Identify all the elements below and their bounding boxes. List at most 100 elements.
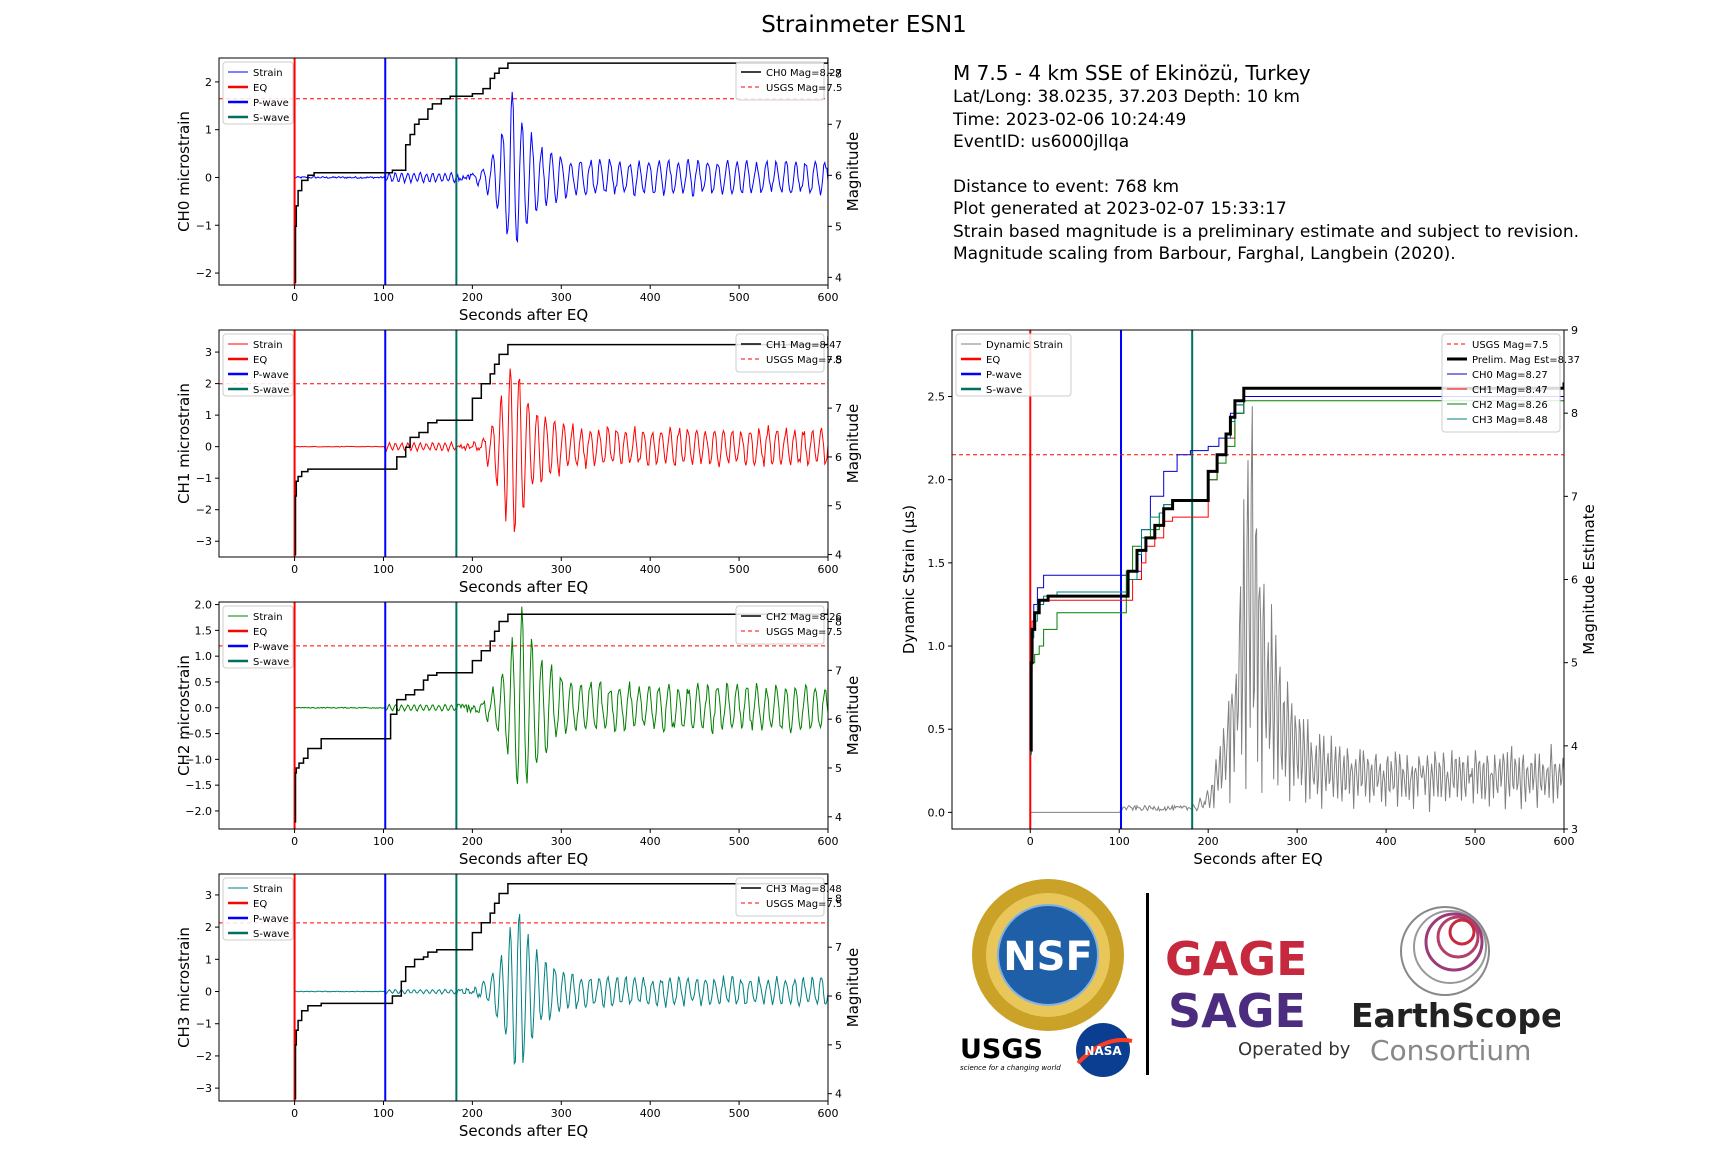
y-tick-label: 0: [205, 441, 212, 454]
legend-box: [222, 877, 294, 941]
plot-frame: [218, 601, 829, 830]
legend-label: S-wave: [253, 113, 289, 124]
strain-trace: [294, 368, 828, 532]
y-tick-label: −1: [196, 1018, 212, 1031]
legend-label: USGS Mag=7.5: [766, 355, 842, 366]
magnitude-curve: [294, 875, 828, 1100]
nsf-logo-text: NSF: [1003, 934, 1093, 980]
legend-right: CH3 Mag=8.48 USGS Mag=7.5: [735, 877, 842, 917]
plot-area: [952, 330, 1564, 829]
x-tick-label: 100: [373, 563, 394, 576]
y2-tick-label: 7: [835, 664, 842, 677]
legend-label: P-wave: [253, 370, 289, 381]
y2-tick-label: 7: [1571, 490, 1578, 503]
x-tick-label: 600: [818, 835, 839, 848]
legend-left: Strain EQ P-wave S-wave: [222, 333, 294, 397]
chart-ch3: 0 100 200 300 400 500 600 −3 −2 −1 0 1 2 3 4 5 6 7 8 Second…: [175, 873, 862, 1140]
legend-label: S-wave: [986, 385, 1022, 396]
legend-label: CH0 Mag=8.27: [766, 68, 842, 79]
magnitude-series: [1030, 373, 1564, 755]
y-tick-label: 1.5: [195, 624, 213, 637]
y-tick-label: 2.0: [928, 474, 946, 487]
x-axis-label: Seconds after EQ: [1193, 850, 1322, 868]
y2-tick-label: 8: [835, 353, 842, 366]
y2-axis-label: Magnitude: [844, 404, 862, 483]
y2-tick-label: 4: [835, 1088, 842, 1101]
y2-axis-label: Magnitude Estimate: [1580, 504, 1598, 655]
y-tick-label: −1.0: [185, 753, 212, 766]
strain-trace: [294, 913, 828, 1066]
x-tick-label: 200: [462, 1107, 483, 1120]
svg-text:NASA: NASA: [1084, 1044, 1122, 1058]
x-tick-label: 600: [818, 1107, 839, 1120]
strain-trace: [294, 91, 828, 244]
y-tick-label: −2: [196, 504, 212, 517]
y2-tick-label: 5: [1571, 657, 1578, 670]
magnitude-note: Strain based magnitude is a preliminary …: [953, 221, 1579, 242]
plot-area: [219, 874, 828, 1101]
plot-area: [219, 58, 828, 285]
y-tick-label: 1.0: [928, 640, 946, 653]
legend-label: USGS Mag=7.5: [766, 83, 842, 94]
magnitude-curve: [294, 608, 828, 823]
y-tick-label: 2: [205, 76, 212, 89]
y2-tick-label: 6: [1571, 574, 1578, 587]
legend-label: CH0 Mag=8.27: [1472, 370, 1548, 381]
y-tick-label: 1: [205, 409, 212, 422]
x-tick-label: 100: [373, 1107, 394, 1120]
x-tick-label: 0: [291, 1107, 298, 1120]
svg-text:USGS: USGS: [960, 1034, 1043, 1065]
y-tick-label: −1.5: [185, 779, 212, 792]
y-tick-label: 1: [205, 953, 212, 966]
x-tick-label: 500: [729, 291, 750, 304]
y2-tick-label: 4: [835, 271, 842, 284]
legend-label: Strain: [253, 340, 283, 351]
y2-axis-label: Magnitude: [844, 676, 862, 755]
chart-ch1: 0 100 200 300 400 500 600 −3 −2 −1 0 1 2 3 4 5 6 7 8 Second…: [175, 329, 862, 596]
x-tick-label: 200: [462, 835, 483, 848]
legend-label: P-wave: [253, 642, 289, 653]
legend-label: Dynamic Strain: [986, 340, 1063, 351]
x-tick-label: 400: [640, 291, 661, 304]
legend-label: CH2 Mag=8.26: [766, 612, 842, 623]
magnitude-series: [1029, 382, 1564, 752]
figure-title: Strainmeter ESN1: [761, 12, 967, 38]
legend-label: EQ: [253, 899, 267, 910]
y-tick-label: 0: [205, 986, 212, 999]
y-tick-label: −1: [196, 219, 212, 232]
x-tick-label: 300: [1287, 835, 1308, 848]
magnitude-curve: [294, 336, 828, 556]
x-tick-label: 600: [1554, 835, 1575, 848]
y-tick-label: 0: [205, 171, 212, 184]
x-tick-label: 100: [373, 835, 394, 848]
y-tick-label: 1.5: [928, 557, 946, 570]
x-tick-label: 200: [462, 563, 483, 576]
legend-label: Strain: [253, 612, 283, 623]
y2-tick-label: 5: [835, 220, 842, 233]
legend-box: [1441, 333, 1561, 433]
logo-divider: [1146, 893, 1149, 1075]
legend-label: CH1 Mag=8.47: [1472, 385, 1548, 396]
earthscope-logo: EarthScope: [1351, 996, 1560, 1035]
legend-label: S-wave: [253, 929, 289, 940]
y2-tick-label: 6: [835, 451, 842, 464]
y2-tick-label: 9: [1571, 324, 1578, 337]
y2-tick-label: 3: [1571, 823, 1578, 836]
legend-label: EQ: [986, 355, 1000, 366]
y-tick-label: 2.0: [195, 599, 213, 612]
y2-tick-label: 6: [835, 990, 842, 1003]
legend-box: [955, 333, 1072, 397]
legend-right: USGS Mag=7.5 Prelim. Mag Est=8.37 CH0 Mag=…: [1441, 333, 1580, 433]
chart-summary: 0 100 200 300 400 500 600 0.0 0.5 1.0 1.5 2.0 2.5 3 4 5…: [900, 324, 1598, 868]
x-tick-label: 0: [291, 563, 298, 576]
y-tick-label: −3: [196, 1082, 212, 1095]
y-tick-label: −3: [196, 535, 212, 548]
x-axis-label: Seconds after EQ: [459, 850, 588, 868]
legend-label: P-wave: [253, 98, 289, 109]
x-tick-label: 500: [729, 835, 750, 848]
x-axis-label: Seconds after EQ: [459, 306, 588, 324]
legend-box: [222, 61, 294, 125]
legend-label: USGS Mag=7.5: [1472, 340, 1548, 351]
y-axis-label: CH2 microstrain: [175, 655, 193, 776]
legend-label: P-wave: [986, 370, 1022, 381]
